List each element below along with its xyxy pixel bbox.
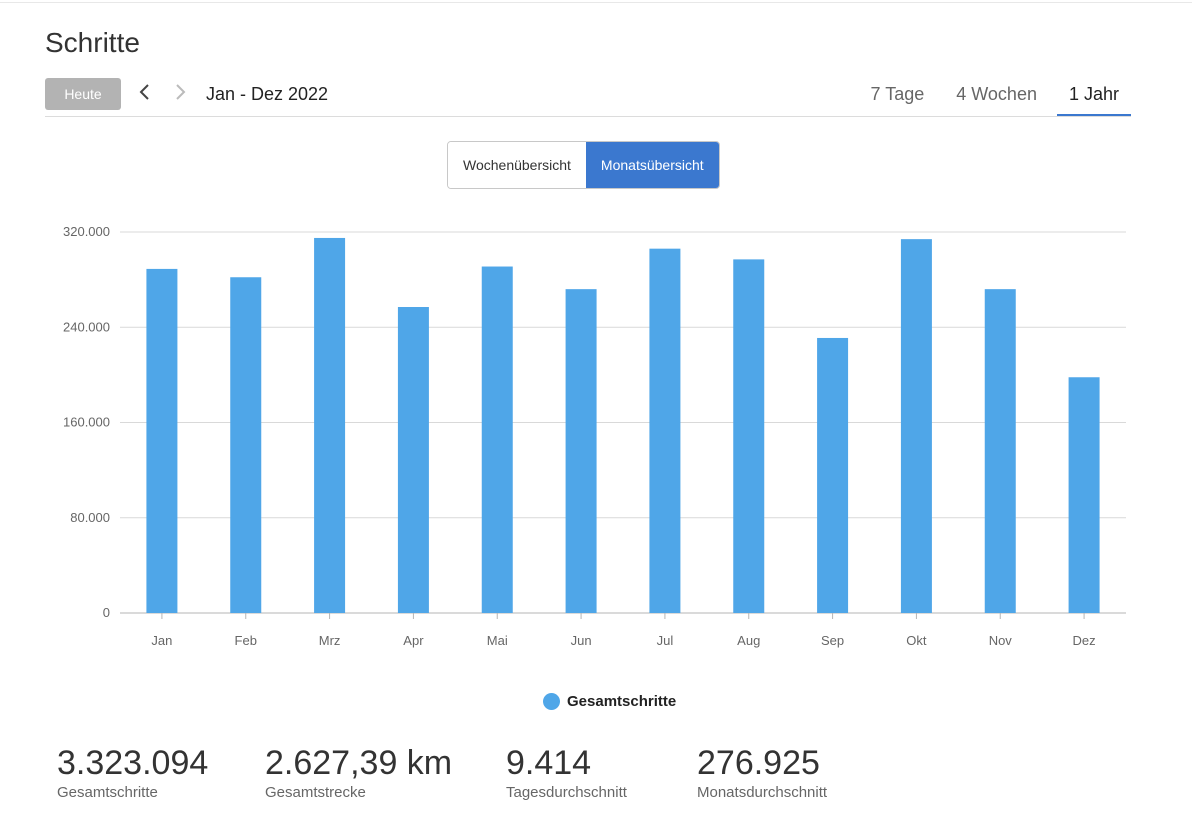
legend-label: Gesamtschritte bbox=[567, 692, 677, 710]
previous-period-button[interactable] bbox=[135, 82, 155, 102]
stat-label: Gesamtstrecke bbox=[265, 784, 366, 801]
x-tick-label: Apr bbox=[403, 633, 424, 648]
x-tick-label: Aug bbox=[737, 633, 760, 648]
x-tick-label: Jan bbox=[151, 633, 172, 648]
y-tick-label: 240.000 bbox=[63, 319, 110, 334]
x-tick-label: Okt bbox=[906, 633, 927, 648]
chevron-left-icon bbox=[139, 84, 149, 100]
bar bbox=[230, 277, 262, 613]
y-tick-label: 80.000 bbox=[70, 510, 110, 525]
week-overview-button[interactable]: Wochenübersicht bbox=[448, 142, 586, 188]
bar bbox=[649, 248, 681, 613]
tab-1-year[interactable]: 1 Jahr bbox=[1056, 74, 1131, 116]
y-tick-label: 0 bbox=[103, 605, 110, 620]
stat-value: 2.627,39 km bbox=[265, 744, 453, 782]
bar bbox=[733, 259, 765, 613]
stat-label: Monatsdurchschnitt bbox=[697, 784, 828, 801]
next-period-button[interactable] bbox=[170, 82, 190, 102]
x-tick-label: Jul bbox=[657, 633, 674, 648]
x-tick-label: Jun bbox=[571, 633, 592, 648]
bar bbox=[314, 237, 346, 613]
bar bbox=[565, 289, 597, 613]
tab-4-weeks[interactable]: 4 Wochen bbox=[956, 84, 1037, 104]
bar bbox=[817, 337, 849, 613]
stat-value: 9.414 bbox=[506, 744, 592, 782]
bar bbox=[481, 266, 513, 613]
bar bbox=[984, 289, 1016, 613]
x-tick-label: Dez bbox=[1073, 633, 1096, 648]
stat-daily-average: 9.414 Tagesdurchschnitt bbox=[506, 742, 627, 801]
stat-label: Tagesdurchschnitt bbox=[506, 784, 627, 801]
chart-legend[interactable]: Gesamtschritte bbox=[543, 690, 676, 712]
x-tick-label: Feb bbox=[235, 633, 257, 648]
stat-value: 3.323.094 bbox=[57, 744, 209, 782]
stat-total-steps: 3.323.094 Gesamtschritte bbox=[57, 742, 208, 801]
page-title: Schritte bbox=[45, 26, 140, 58]
steps-bar-chart: 0 80.000 160.000 240.000 320.000 Jan Feb Mrz Apr… bbox=[63, 224, 1126, 648]
stat-value: 276.925 bbox=[697, 744, 820, 782]
x-tick-label: Mrz bbox=[319, 633, 341, 648]
bar bbox=[900, 239, 932, 614]
stat-total-distance: 2.627,39 km Gesamtstrecke bbox=[265, 742, 452, 801]
month-overview-button[interactable]: Monatsübersicht bbox=[585, 142, 719, 188]
chevron-right-icon bbox=[176, 84, 186, 100]
y-tick-label: 320.000 bbox=[63, 224, 110, 239]
stat-label: Gesamtschritte bbox=[57, 784, 158, 801]
legend-marker bbox=[543, 692, 560, 710]
x-tick-label: Sep bbox=[821, 633, 844, 648]
x-tick-label: Nov bbox=[989, 633, 1013, 648]
x-tick-label: Mai bbox=[487, 633, 508, 648]
today-button[interactable]: Heute bbox=[45, 78, 121, 110]
period-tabs: 7 Tage 4 Wochen 1 Jahr bbox=[851, 74, 1131, 116]
bar bbox=[1068, 377, 1100, 613]
y-tick-label: 160.000 bbox=[63, 415, 110, 430]
tab-7-days[interactable]: 7 Tage bbox=[870, 84, 925, 104]
toolbar: Heute Jan - Dez 2022 7 Tage 4 Wochen 1 J… bbox=[45, 74, 1131, 117]
date-range-label: Jan - Dez 2022 bbox=[206, 84, 329, 104]
stat-monthly-average: 276.925 Monatsdurchschnitt bbox=[697, 742, 827, 801]
bar bbox=[397, 307, 429, 613]
top-divider bbox=[0, 2, 1192, 3]
bar bbox=[146, 268, 178, 613]
view-toggle: Wochenübersicht Monatsübersicht bbox=[447, 141, 720, 189]
